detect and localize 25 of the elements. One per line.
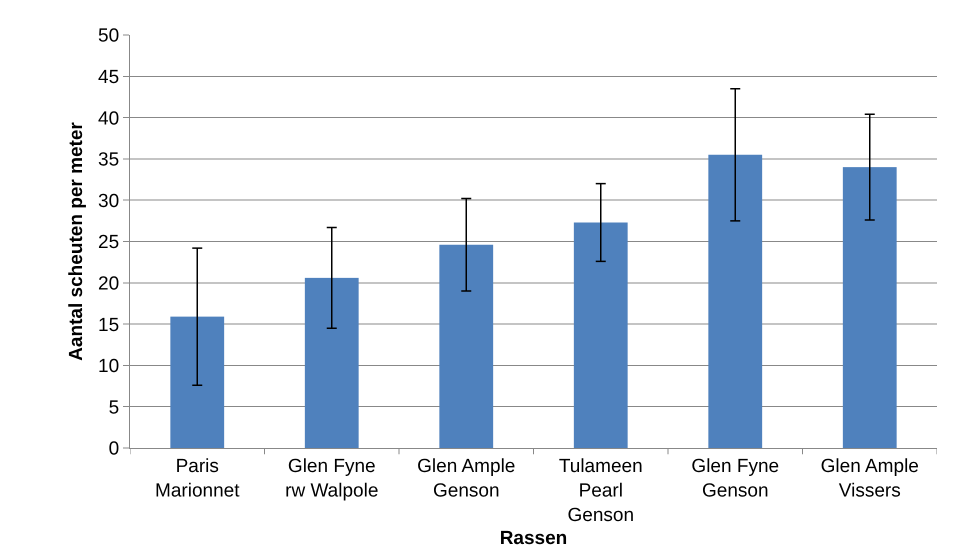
bar	[304, 278, 359, 448]
y-axis-title: Aantal scheuten per meter	[66, 122, 87, 361]
x-tick-label: Glen Fyne rw Walpole	[285, 456, 378, 502]
x-tick-label: Glen Fyne Genson	[691, 456, 780, 502]
bar	[842, 167, 897, 448]
y-tick-label: 35	[98, 150, 120, 171]
y-tick-label: 20	[98, 273, 120, 294]
x-tick-label: Tulameen Pearl Genson	[558, 456, 643, 526]
x-tick-label: Paris Marionnet	[155, 456, 240, 502]
bar	[170, 316, 224, 448]
x-tick-label: Glen Ample Genson	[417, 456, 516, 502]
y-tick-label: 40	[98, 108, 120, 130]
y-tick-label: 10	[98, 356, 120, 378]
y-tick-label: 0	[108, 438, 120, 460]
x-tick-label: Glen Ample Vissers	[820, 456, 919, 502]
y-tick-label: 5	[108, 397, 120, 418]
bar	[574, 222, 628, 448]
y-tick-label: 50	[98, 26, 120, 47]
y-tick-label: 30	[98, 190, 120, 212]
bar	[439, 244, 494, 448]
y-tick-label: 45	[98, 66, 120, 88]
y-tick-label: 15	[98, 314, 120, 336]
bar	[708, 154, 762, 448]
x-axis-title: Rassen	[500, 528, 568, 550]
y-tick-label: 25	[98, 232, 120, 254]
